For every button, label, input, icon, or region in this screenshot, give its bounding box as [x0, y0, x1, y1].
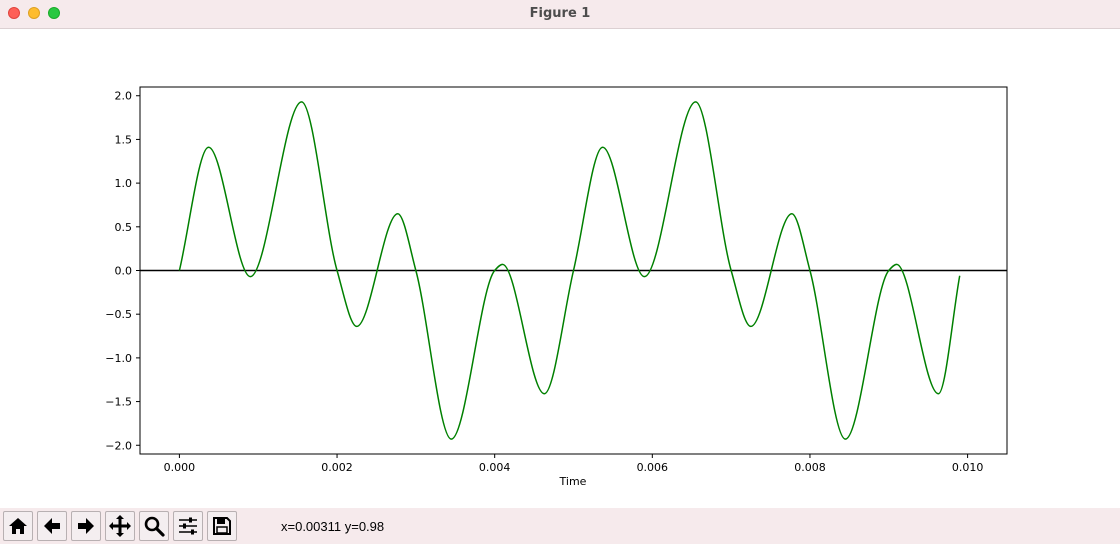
x-tick-label: 0.000 — [164, 461, 196, 474]
back-button[interactable] — [37, 511, 67, 541]
y-tick-label: −0.5 — [105, 308, 132, 321]
y-tick-label: 1.5 — [115, 133, 133, 146]
y-tick-label: 0.0 — [115, 265, 133, 278]
cursor-coordinates: x=0.00311 y=0.98 — [281, 519, 385, 534]
forward-button[interactable] — [71, 511, 101, 541]
pan-button[interactable] — [105, 511, 135, 541]
pan-icon — [109, 515, 131, 537]
save-icon — [213, 517, 231, 535]
y-tick-label: 1.0 — [115, 177, 133, 190]
x-tick-label: 0.008 — [794, 461, 826, 474]
zoom-window-button[interactable] — [48, 7, 60, 19]
window-title: Figure 1 — [529, 6, 591, 21]
home-button[interactable] — [3, 511, 33, 541]
zoom-icon — [144, 516, 165, 537]
plot-area-frame — [139, 86, 1008, 455]
configure-subplots-button[interactable] — [173, 511, 203, 541]
line-chart: 0.000 0.002 0.004 0.006 0.008 0.010 2.0 1.5 1.0 0… — [105, 86, 1008, 488]
configure-subplots-icon — [179, 517, 197, 535]
y-tick-label: −1.0 — [105, 352, 132, 365]
x-tick-label: 0.006 — [637, 461, 669, 474]
y-tick-label: 0.5 — [115, 221, 133, 234]
close-window-button[interactable] — [8, 7, 20, 19]
y-tick-label: 2.0 — [115, 90, 133, 103]
home-icon — [9, 518, 27, 534]
signal-line — [178, 101, 961, 440]
x-tick-label: 0.004 — [479, 461, 511, 474]
save-button[interactable] — [207, 511, 237, 541]
x-tick-label: 0.010 — [952, 461, 984, 474]
x-tick-label: 0.002 — [321, 461, 353, 474]
forward-arrow-icon — [78, 518, 94, 534]
zoom-button[interactable] — [139, 511, 169, 541]
minimize-window-button[interactable] — [28, 7, 40, 19]
back-arrow-icon — [44, 518, 60, 534]
x-axis-label: Time — [559, 475, 587, 488]
y-tick-label: −1.5 — [105, 396, 132, 409]
figure-canvas[interactable]: 0.000 0.002 0.004 0.006 0.008 0.010 2.0 1.5 1.0 0… — [0, 29, 1120, 508]
window-titlebar: Figure 1 — [0, 0, 1120, 29]
navigation-toolbar: x=0.00311 y=0.98 — [0, 508, 1120, 544]
y-tick-label: −2.0 — [105, 439, 132, 452]
